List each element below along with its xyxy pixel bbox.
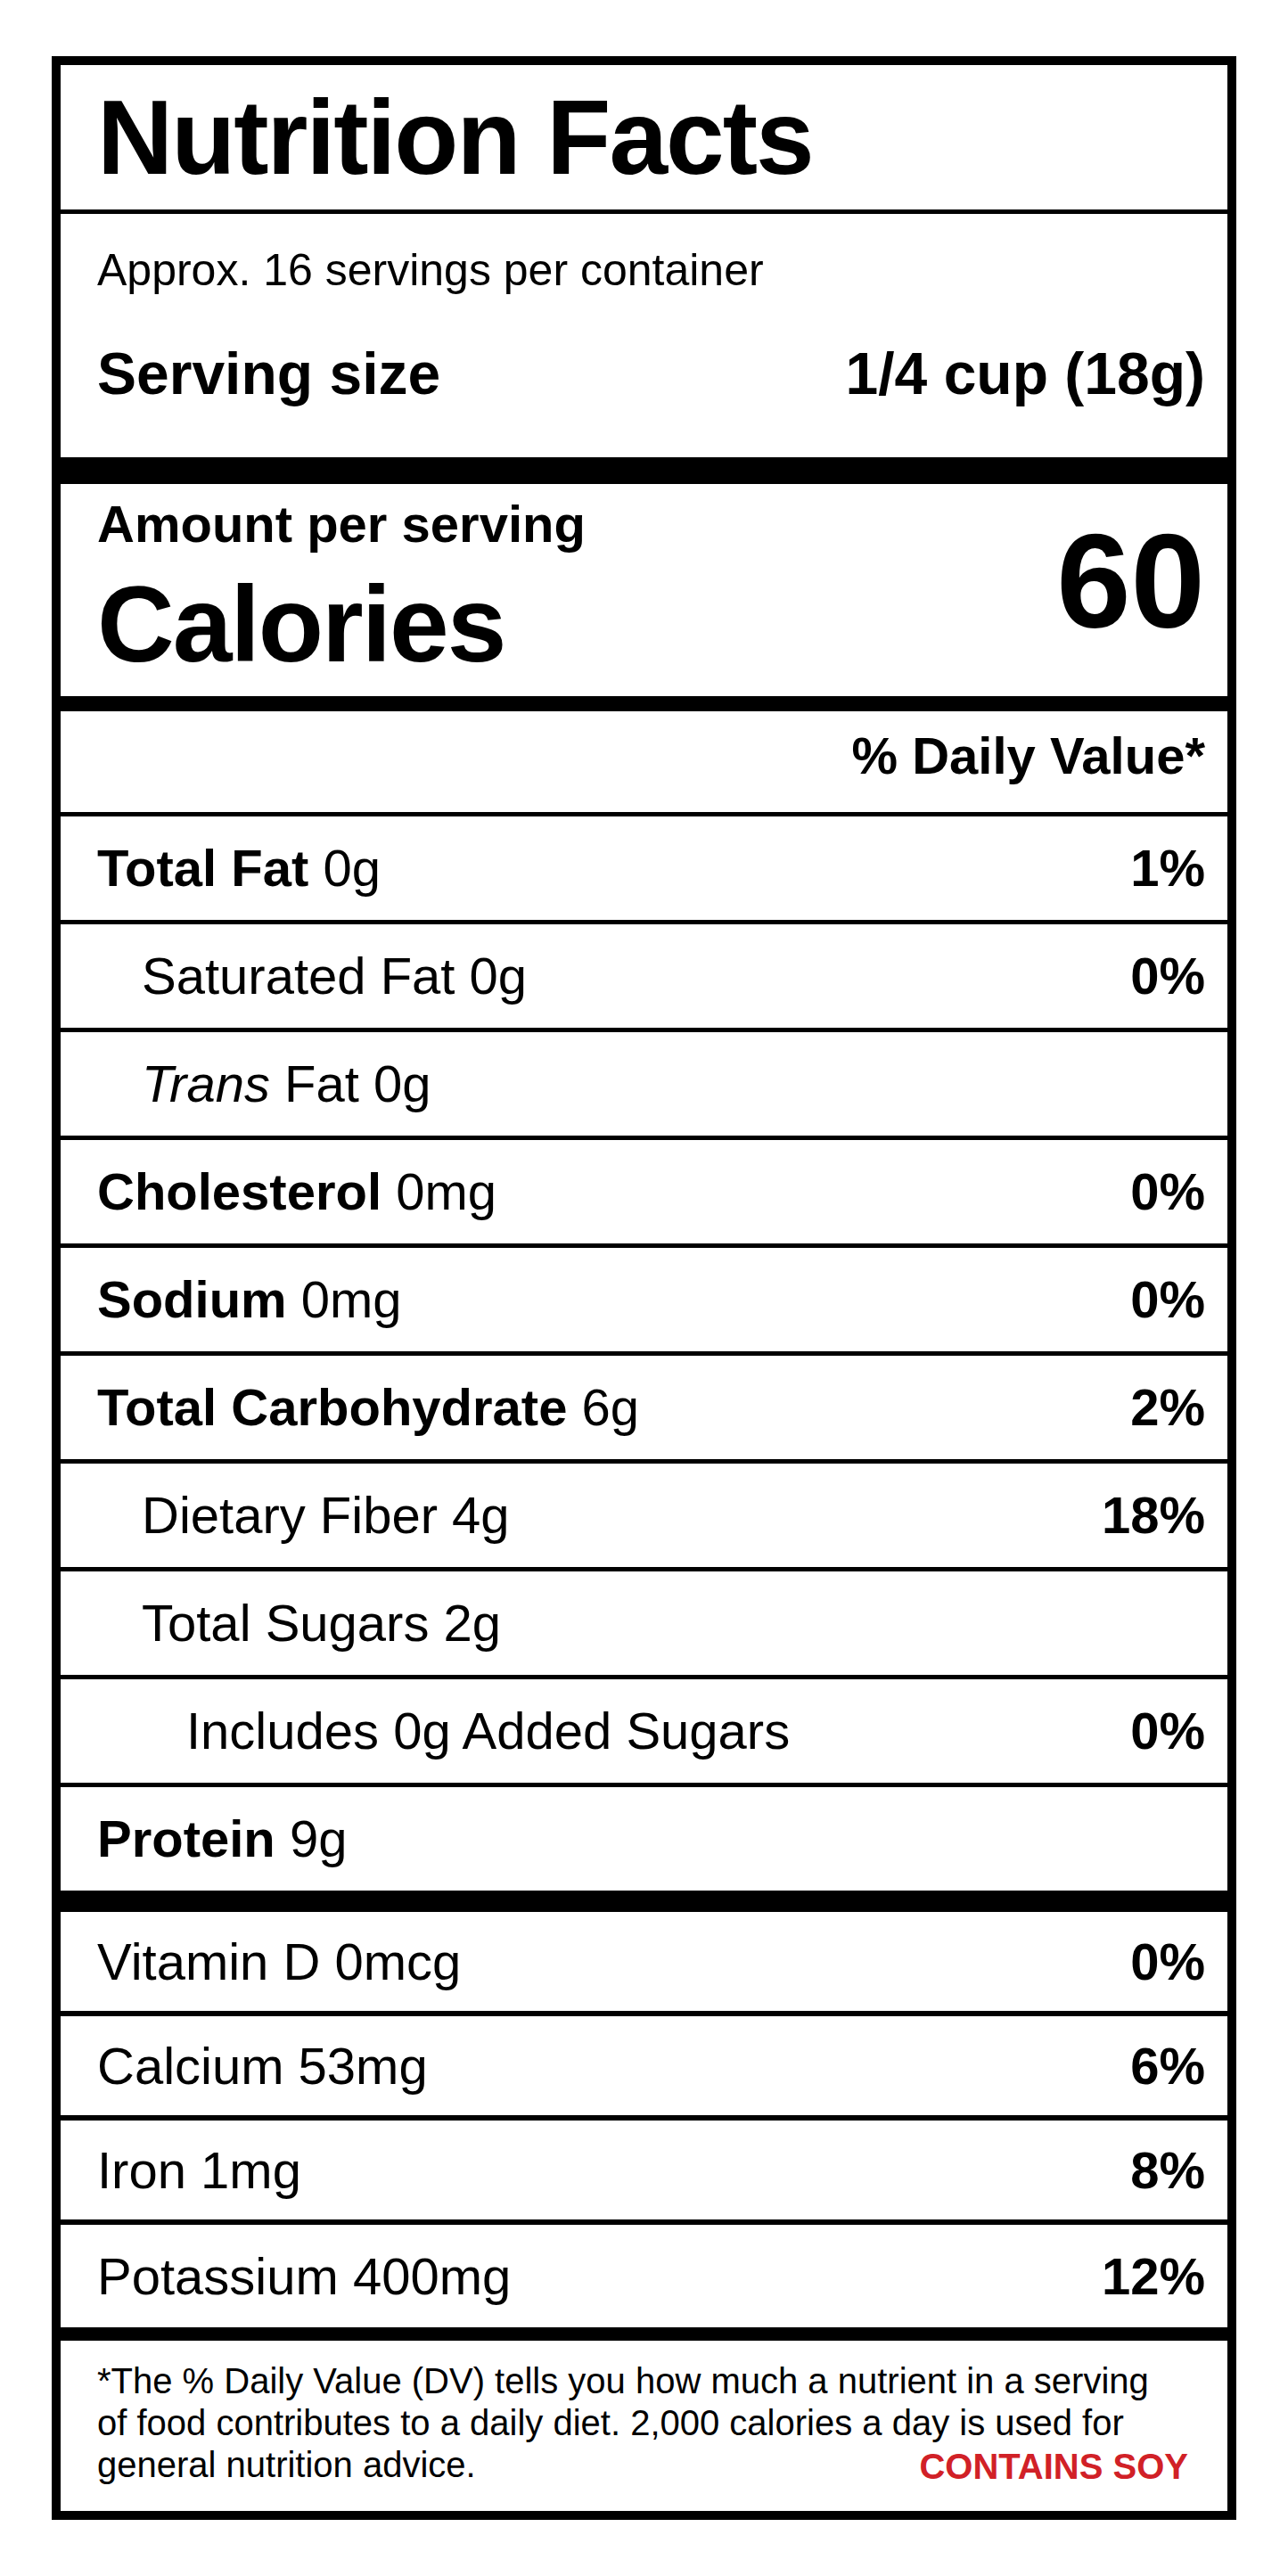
footnote-block: *The % Daily Value (DV) tells you how mu… bbox=[61, 2341, 1227, 2545]
nutrient-daily-value: 0% bbox=[1130, 1166, 1205, 1218]
amount-per-serving-label: Amount per serving bbox=[97, 484, 1205, 550]
nutrient-daily-value: 0% bbox=[1130, 1936, 1205, 1988]
nutrient-row: Sodium 0mg 0% bbox=[61, 1248, 1227, 1356]
nutrient-row: Total Fat 0g 1% bbox=[61, 816, 1227, 924]
nutrient-name-rest: Saturated Fat 0g bbox=[142, 947, 527, 1005]
nutrient-name: Protein 9g bbox=[97, 1813, 347, 1865]
nutrient-name-rest: Calcium 53mg bbox=[97, 2037, 428, 2095]
calories-block: Amount per serving Calories 60 bbox=[61, 484, 1227, 696]
nutrient-name: Vitamin D 0mcg bbox=[97, 1936, 461, 1988]
nutrient-name: Sodium 0mg bbox=[97, 1274, 402, 1325]
nutrient-row: Iron 1mg 8% bbox=[61, 2121, 1227, 2225]
nutrient-daily-value: 12% bbox=[1102, 2251, 1205, 2302]
nutrient-name-bold: Total Fat bbox=[97, 839, 308, 897]
calories-label: Calories bbox=[97, 570, 1205, 677]
nutrient-row: Calcium 53mg 6% bbox=[61, 2016, 1227, 2121]
nutrient-row: Cholesterol 0mg 0% bbox=[61, 1140, 1227, 1248]
allergen-statement: CONTAINS SOY bbox=[919, 2446, 1188, 2488]
nutrient-name-rest: Total Sugars 2g bbox=[142, 1594, 501, 1652]
separator-bar-serving bbox=[61, 457, 1227, 484]
nutrient-name: Total Carbohydrate 6g bbox=[97, 1382, 639, 1433]
nutrient-name-rest: Includes 0g Added Sugars bbox=[186, 1702, 790, 1760]
nutrient-row: Trans Fat 0g bbox=[61, 1032, 1227, 1140]
serving-size-value: 1/4 cup (18g) bbox=[846, 344, 1205, 403]
nutrient-row: Protein 9g bbox=[61, 1787, 1227, 1891]
nutrient-name-rest: Iron 1mg bbox=[97, 2141, 301, 2199]
nutrient-row: Total Sugars 2g bbox=[61, 1571, 1227, 1679]
nutrient-name: Trans Fat 0g bbox=[142, 1058, 431, 1110]
nutrient-name: Potassium 400mg bbox=[97, 2251, 511, 2302]
servings-per-container: Approx. 16 servings per container bbox=[97, 248, 1205, 292]
nutrient-name: Iron 1mg bbox=[97, 2145, 301, 2196]
nutrient-name-bold: Total Carbohydrate bbox=[97, 1378, 567, 1436]
nutrient-name: Calcium 53mg bbox=[97, 2040, 428, 2092]
nutrient-name-bold: Protein bbox=[97, 1809, 275, 1867]
nutrient-daily-value: 6% bbox=[1130, 2040, 1205, 2092]
rule-under-title bbox=[61, 209, 1227, 214]
nutrient-name-italic: Trans bbox=[142, 1054, 270, 1112]
nutrient-row: Includes 0g Added Sugars 0% bbox=[61, 1679, 1227, 1787]
nutrient-name: Saturated Fat 0g bbox=[142, 950, 527, 1002]
page-background: Nutrition Facts Approx. 16 servings per … bbox=[0, 0, 1288, 2576]
nutrient-daily-value: 1% bbox=[1130, 842, 1205, 894]
nutrient-name: Includes 0g Added Sugars bbox=[186, 1705, 790, 1757]
nutrient-name-rest: 0mg bbox=[381, 1162, 496, 1220]
separator-bar-protein bbox=[61, 1891, 1227, 1912]
vitamin-rows-section: Vitamin D 0mcg 0% Calcium 53mg 6% Iron 1… bbox=[61, 1912, 1227, 2327]
serving-size-label: Serving size bbox=[97, 344, 440, 403]
nutrient-daily-value: 2% bbox=[1130, 1382, 1205, 1433]
separator-bar-vitamins bbox=[61, 2327, 1227, 2341]
nutrient-name-rest: Dietary Fiber 4g bbox=[142, 1486, 510, 1544]
nutrient-row: Total Carbohydrate 6g 2% bbox=[61, 1356, 1227, 1464]
nutrition-facts-label: Nutrition Facts Approx. 16 servings per … bbox=[52, 56, 1236, 2520]
separator-bar-calories bbox=[61, 696, 1227, 711]
nutrient-daily-value: 18% bbox=[1102, 1489, 1205, 1541]
nutrient-rows-section: Total Fat 0g 1% Saturated Fat 0g 0% Tran… bbox=[61, 816, 1227, 1891]
nutrient-name-rest: 6g bbox=[567, 1378, 639, 1436]
servings-block: Approx. 16 servings per container Servin… bbox=[61, 248, 1227, 457]
label-title: Nutrition Facts bbox=[97, 85, 813, 190]
nutrient-name-rest: 9g bbox=[275, 1809, 348, 1867]
nutrient-name-bold: Sodium bbox=[97, 1270, 287, 1328]
nutrient-name-bold: Cholesterol bbox=[97, 1162, 381, 1220]
nutrient-row: Vitamin D 0mcg 0% bbox=[61, 1912, 1227, 2016]
nutrient-row: Potassium 400mg 12% bbox=[61, 2225, 1227, 2327]
nutrient-name: Total Sugars 2g bbox=[142, 1597, 501, 1649]
nutrient-name-rest: Fat 0g bbox=[270, 1054, 431, 1112]
nutrient-daily-value: 0% bbox=[1130, 950, 1205, 1002]
title-block: Nutrition Facts bbox=[61, 65, 1227, 209]
nutrient-name-rest: Vitamin D 0mcg bbox=[97, 1932, 461, 1990]
nutrient-name: Dietary Fiber 4g bbox=[142, 1489, 510, 1541]
nutrient-row: Saturated Fat 0g 0% bbox=[61, 924, 1227, 1032]
nutrient-daily-value: 8% bbox=[1130, 2145, 1205, 2196]
daily-value-header: % Daily Value* bbox=[61, 711, 1227, 812]
nutrient-name-rest: 0mg bbox=[287, 1270, 402, 1328]
nutrient-name-rest: 0g bbox=[308, 839, 381, 897]
calories-value: 60 bbox=[1056, 514, 1205, 648]
nutrient-name: Total Fat 0g bbox=[97, 842, 381, 894]
nutrient-name: Cholesterol 0mg bbox=[97, 1166, 496, 1218]
nutrient-daily-value: 0% bbox=[1130, 1274, 1205, 1325]
nutrient-name-rest: Potassium 400mg bbox=[97, 2247, 511, 2305]
nutrient-daily-value: 0% bbox=[1130, 1705, 1205, 1757]
serving-size-row: Serving size 1/4 cup (18g) bbox=[97, 344, 1205, 403]
nutrient-row: Dietary Fiber 4g 18% bbox=[61, 1464, 1227, 1571]
